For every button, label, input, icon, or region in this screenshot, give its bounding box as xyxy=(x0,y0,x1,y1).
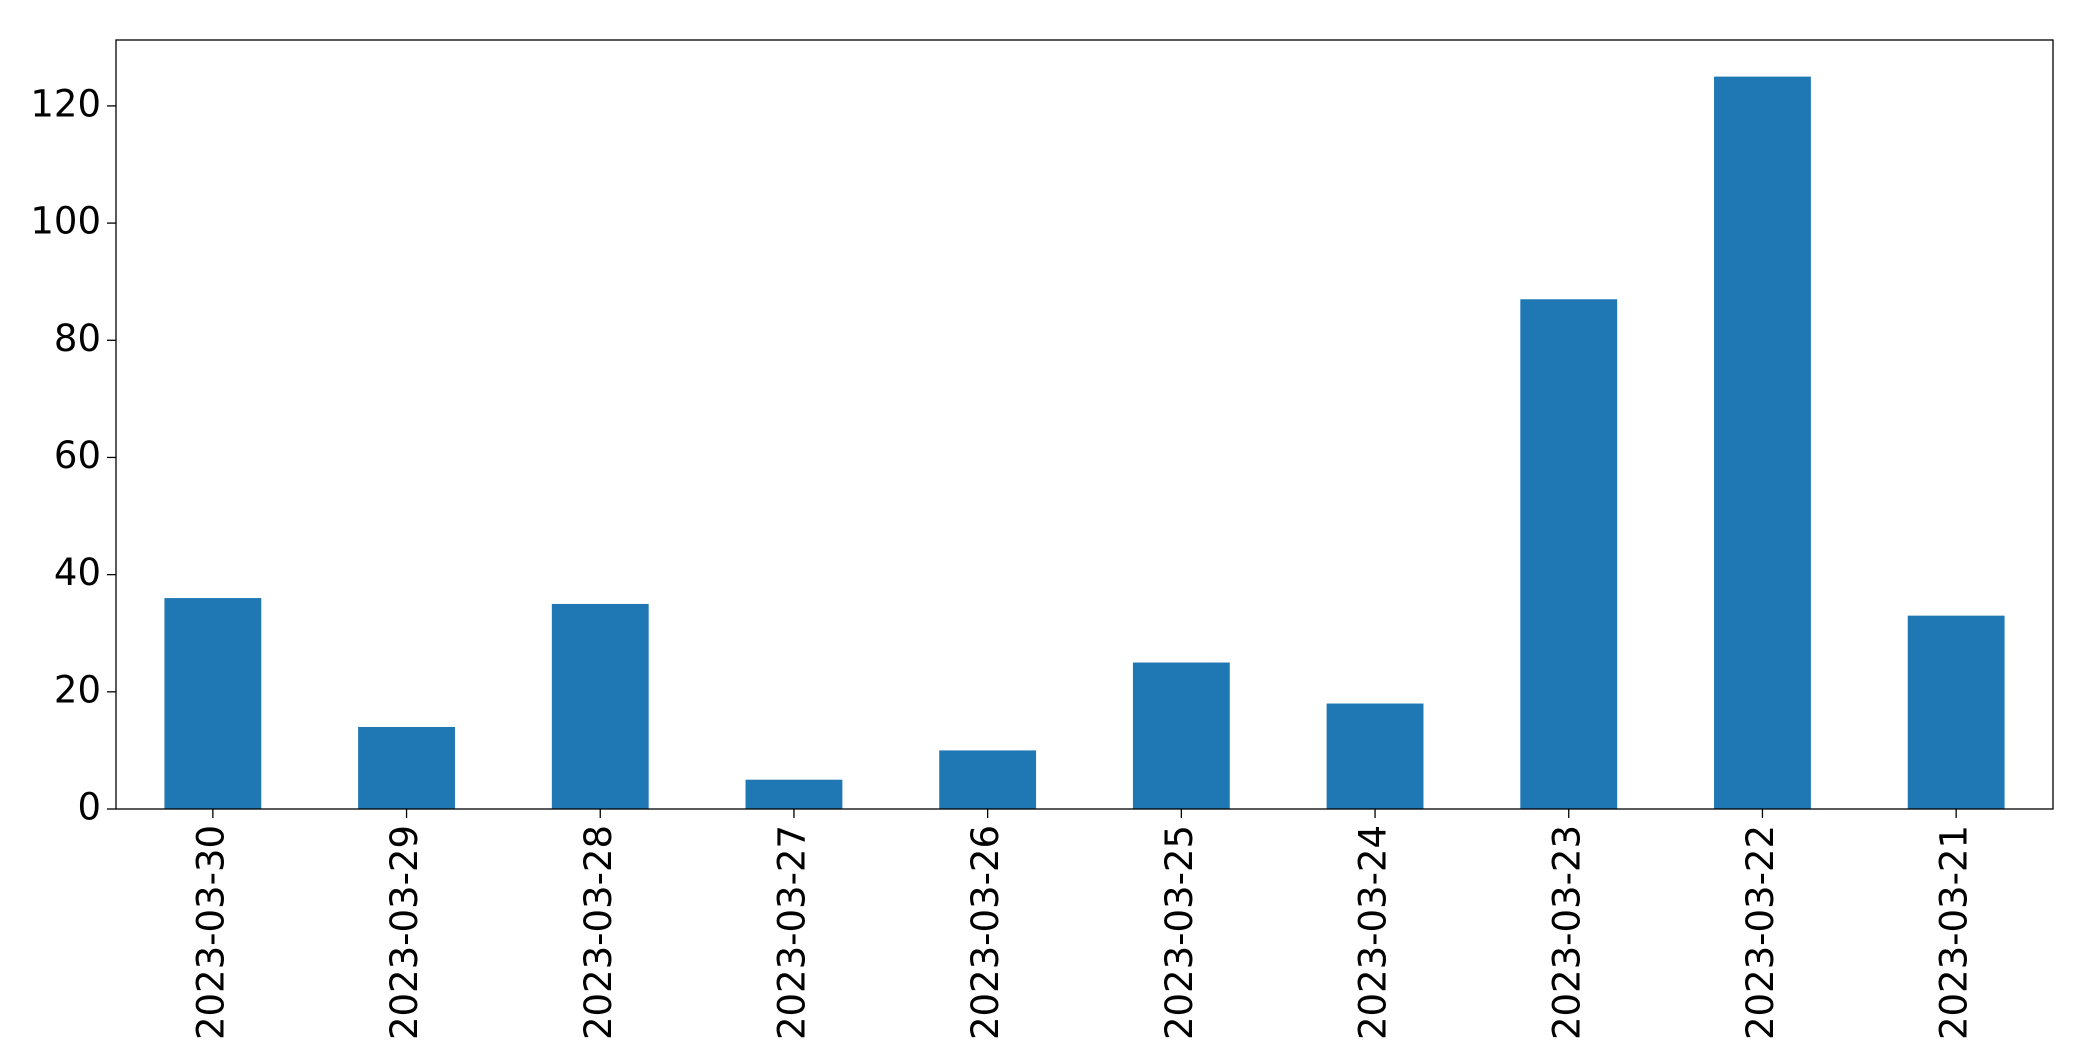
x-tick-label: 2023-03-25 xyxy=(1158,825,1201,1040)
bar xyxy=(358,726,455,809)
bar xyxy=(939,750,1037,809)
bar xyxy=(164,598,262,809)
bar xyxy=(1907,615,2005,809)
x-tick-label: 2023-03-29 xyxy=(383,825,426,1040)
x-tick-label: 2023-03-21 xyxy=(1933,825,1976,1040)
x-tick-label: 2023-03-27 xyxy=(770,825,813,1040)
y-tick-label: 20 xyxy=(54,668,101,711)
bar xyxy=(1132,662,1230,809)
bar xyxy=(745,779,843,809)
y-tick-label: 80 xyxy=(54,317,101,360)
bar xyxy=(1714,76,1811,810)
bar xyxy=(1520,299,1618,809)
x-tick-label: 2023-03-22 xyxy=(1739,825,1782,1040)
y-tick-label: 0 xyxy=(77,786,101,829)
y-tick-label: 120 xyxy=(30,82,101,125)
bar xyxy=(551,603,649,809)
x-tick-label: 2023-03-30 xyxy=(189,825,232,1040)
x-tick-label: 2023-03-26 xyxy=(964,825,1007,1040)
bar xyxy=(1326,703,1424,809)
y-tick-label: 100 xyxy=(30,200,101,243)
x-tick-label: 2023-03-28 xyxy=(577,825,620,1040)
y-tick-label: 40 xyxy=(54,551,101,594)
x-tick-label: 2023-03-24 xyxy=(1352,825,1395,1040)
x-tick-label: 2023-03-23 xyxy=(1545,825,1588,1040)
plot-frame xyxy=(115,39,2054,810)
y-tick-label: 60 xyxy=(54,434,101,477)
